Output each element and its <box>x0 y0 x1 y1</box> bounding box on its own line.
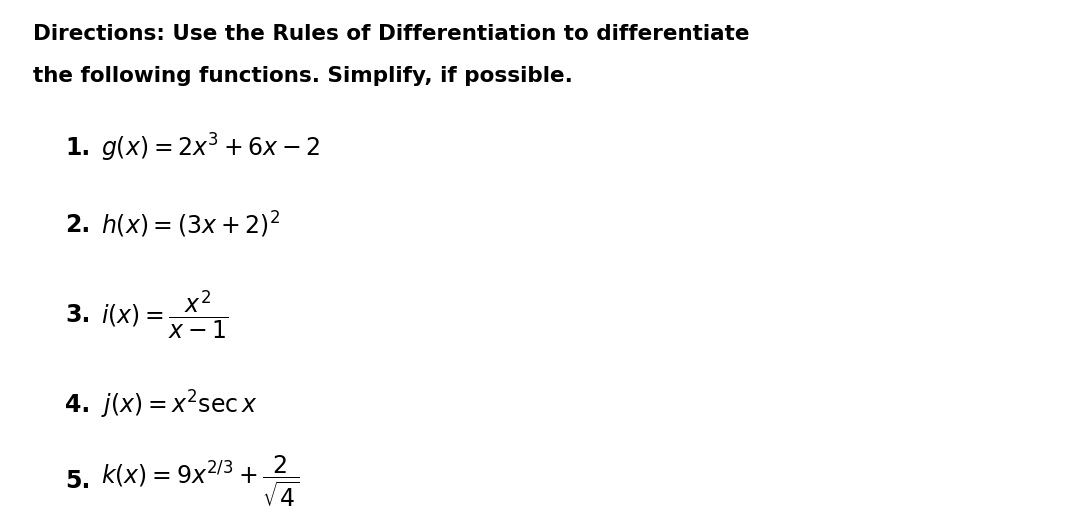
Text: $g(x) = 2x^3 + 6x - 2$: $g(x) = 2x^3 + 6x - 2$ <box>101 132 320 164</box>
Text: the following functions. Simplify, if possible.: the following functions. Simplify, if po… <box>33 66 572 86</box>
Text: 5.: 5. <box>65 469 90 494</box>
Text: $j(x) = x^2 \sec x$: $j(x) = x^2 \sec x$ <box>101 389 258 421</box>
Text: $i(x) = \dfrac{x^2}{x-1}$: $i(x) = \dfrac{x^2}{x-1}$ <box>101 288 229 341</box>
Text: 1.: 1. <box>65 136 90 160</box>
Text: 4.: 4. <box>65 393 90 417</box>
Text: 2.: 2. <box>65 213 90 237</box>
Text: $k(x) = 9x^{2/3} + \dfrac{2}{\sqrt{4}}$: $k(x) = 9x^{2/3} + \dfrac{2}{\sqrt{4}}$ <box>101 453 300 509</box>
Text: 3.: 3. <box>65 303 90 327</box>
Text: Directions: Use the Rules of Differentiation to differentiate: Directions: Use the Rules of Differentia… <box>33 24 749 44</box>
Text: $h(x) = (3x + 2)^2$: $h(x) = (3x + 2)^2$ <box>101 209 280 240</box>
